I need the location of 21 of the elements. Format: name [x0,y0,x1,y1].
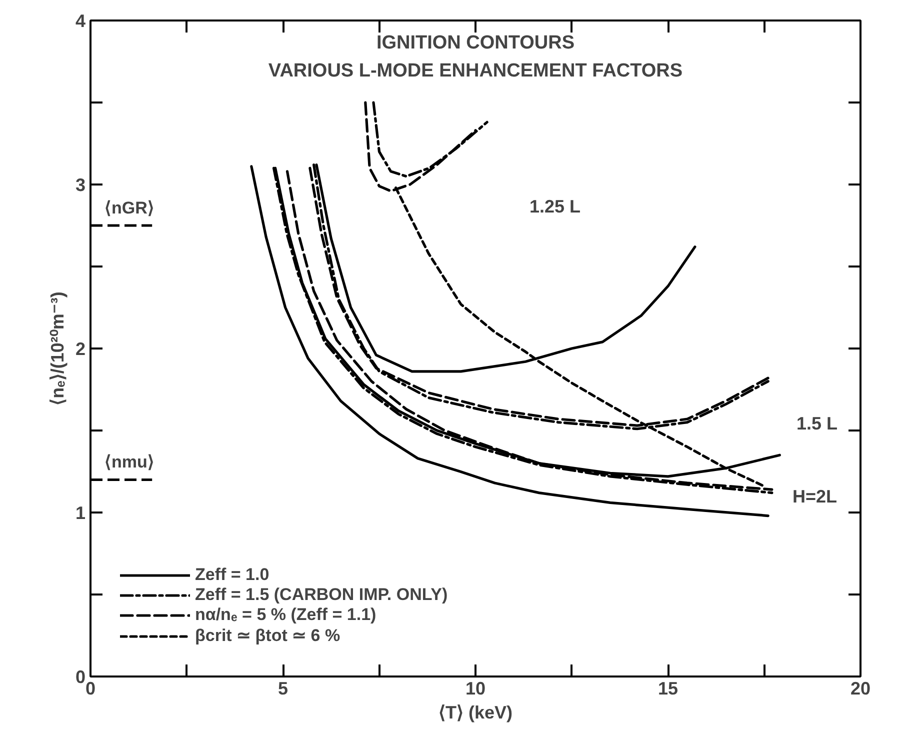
x-tick-label: 20 [850,678,871,698]
y-tick-label: 3 [75,175,86,195]
annotation: 1.5 L [796,414,838,434]
x-tick-label: 5 [278,678,288,698]
text: VARIOUS L-MODE ENHANCEMENT FACTORS [268,60,683,82]
legend-label: Zeff = 1.0 [195,565,270,585]
x-axis-title: ⟨T⟩ (keV) [438,702,513,722]
annotation: H=2L [792,486,838,506]
text: IGNITION CONTOURS [376,32,575,54]
ref-line-label: ⟨nGR⟩ [104,198,154,218]
y-tick-label: 2 [75,339,86,359]
legend-label: nα/nₑ = 5 % (Zeff = 1.1) [195,605,376,625]
y-tick-label: 1 [75,503,86,523]
y-axis-title: ⟨nₑ⟩/(10²⁰m⁻³) [47,292,68,406]
legend-label: βcrit ≃ βtot ≃ 6 % [195,625,340,646]
annotation: 1.25 L [530,196,581,216]
legend-label: Zeff = 1.5 (CARBON IMP. ONLY) [195,585,448,605]
y-tick-label: 4 [75,11,86,31]
x-tick-label: 10 [465,678,486,698]
x-tick-label: 15 [658,678,678,698]
ref-line-label: ⟨nmu⟩ [104,452,154,472]
